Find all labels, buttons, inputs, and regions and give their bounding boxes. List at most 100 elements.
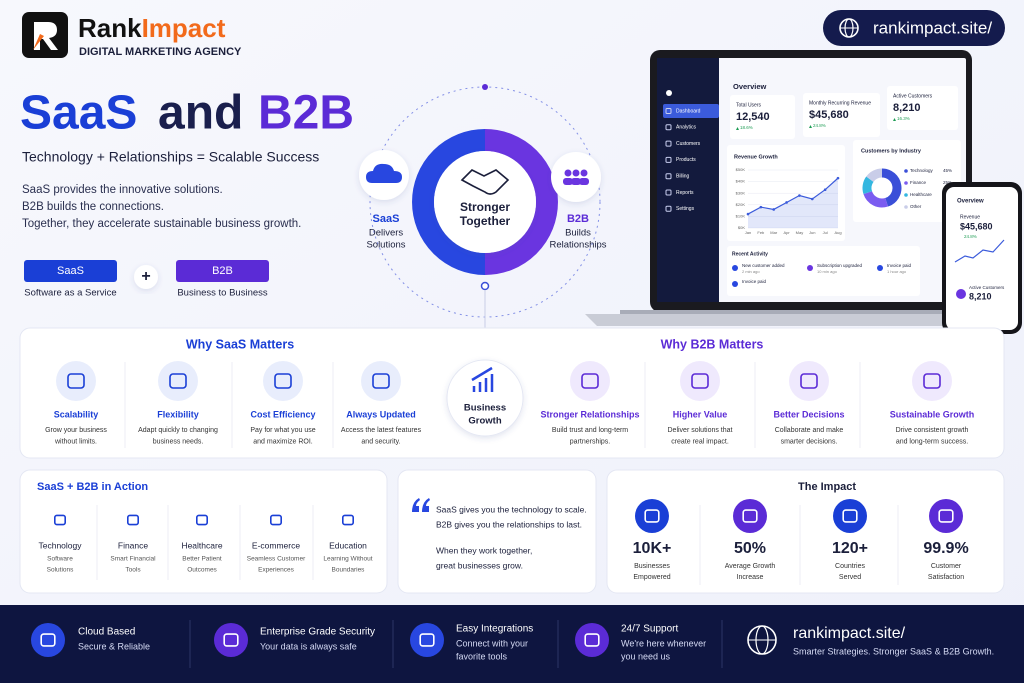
icon-glyph <box>223 633 239 647</box>
people-icon <box>571 178 581 185</box>
icon-glyph <box>691 373 709 389</box>
item-text: Grow your business <box>45 427 107 434</box>
nav-icon <box>665 205 672 212</box>
item-text: and security. <box>361 438 400 445</box>
impact-text: Increase <box>737 574 764 581</box>
y-tick-label: $40K <box>736 179 746 184</box>
url-pill <box>823 10 1005 46</box>
stat-label: Total Users <box>736 102 762 108</box>
icon <box>31 623 65 657</box>
phone-label: Revenue <box>960 214 980 220</box>
icon-glyph <box>269 514 282 526</box>
growth-label: Growth <box>468 416 501 427</box>
logo-accent <box>33 34 44 50</box>
item-text: Learning Without <box>323 556 372 563</box>
icon-glyph <box>800 373 818 389</box>
item-title: Always Updated <box>346 409 416 419</box>
item-text: Adapt quickly to changing <box>138 427 218 434</box>
growth-circle <box>446 359 524 437</box>
icon-glyph <box>169 373 187 389</box>
item-title: Education <box>329 540 367 550</box>
activity-text: Invoice paid <box>742 279 767 284</box>
stat-card <box>887 86 958 130</box>
item-text: create real impact. <box>671 438 729 445</box>
growth-icon <box>471 366 494 392</box>
brand-part: Impact <box>142 13 226 43</box>
icon-glyph <box>341 514 354 526</box>
phone-sparkline <box>954 239 1005 263</box>
hero-title: B2B <box>258 87 354 140</box>
phone-title: Overview <box>957 199 984 205</box>
diagram-center: Stronger <box>460 200 510 214</box>
cloud-icon <box>366 163 402 183</box>
donut-segment <box>866 168 883 183</box>
item-title: Stronger Relationships <box>540 409 639 419</box>
icon-glyph <box>742 509 758 523</box>
item-text: Tools <box>125 567 141 574</box>
footer <box>0 605 1024 683</box>
legend-dot <box>904 169 908 173</box>
nav-icon <box>665 124 672 131</box>
item-text: Software <box>47 556 73 563</box>
footer-url: rankimpact.site/ <box>793 625 906 642</box>
item-title: Flexibility <box>157 409 199 419</box>
activity-text: Subscription upgraded <box>817 263 863 268</box>
activity-icon <box>807 265 813 271</box>
people-icon <box>579 178 589 185</box>
icon-glyph <box>419 633 435 647</box>
feature-text: Secure & Reliable <box>78 641 150 651</box>
donut-segment <box>863 190 889 208</box>
impact-text: Satisfaction <box>928 574 964 581</box>
section-heading: SaaS + B2B in Action <box>37 481 148 493</box>
point <box>823 188 827 192</box>
icon <box>214 623 248 657</box>
item-title: Scalability <box>54 409 99 419</box>
up-arrow <box>736 127 739 130</box>
item-title: Finance <box>118 540 149 550</box>
footer-tagline: Smarter Strategies. Stronger SaaS & B2B … <box>793 646 994 656</box>
badge-caption: Business to Business <box>177 288 268 299</box>
line <box>747 177 839 215</box>
nav-item: Dashboard <box>676 108 701 114</box>
point <box>759 205 763 209</box>
subtitle: Technology + Relationships = Scalable Su… <box>22 149 319 165</box>
point <box>746 212 750 216</box>
people-icon <box>564 169 572 177</box>
feature-text: We're here whenever <box>621 638 706 648</box>
point <box>785 201 788 204</box>
diagram-side-text: Relationships <box>549 240 606 251</box>
icon-glyph <box>923 373 941 389</box>
legend-value: 25% <box>943 180 952 185</box>
icon <box>680 361 720 401</box>
people-icon <box>580 169 588 177</box>
diagram-side-text: Delivers <box>369 228 404 239</box>
badge-caption: Software as a Service <box>24 288 116 299</box>
icon-glyph <box>196 514 209 526</box>
feature-text: Your data is always safe <box>260 641 357 651</box>
icon <box>570 361 610 401</box>
impact-text: Businesses <box>634 563 670 570</box>
ring-saas <box>412 129 486 275</box>
impact-value: 120+ <box>832 540 868 557</box>
legend-label: Other <box>910 204 922 209</box>
icon-glyph <box>938 509 954 523</box>
item-title: Sustainable Growth <box>890 409 975 419</box>
icon <box>158 361 198 401</box>
icon-glyph <box>842 509 858 523</box>
y-tick-label: $30K <box>736 190 746 195</box>
sidebar <box>657 58 719 302</box>
people-icon <box>563 178 573 185</box>
x-tick-label: Jan <box>745 230 751 235</box>
stat-change: 16.3% <box>897 116 910 121</box>
item-title: Technology <box>38 540 82 550</box>
orbit-dot <box>482 84 488 90</box>
legend-dot <box>904 205 908 209</box>
item-text: and maximize ROI. <box>253 438 313 445</box>
item-text: Access the latest features <box>341 427 422 434</box>
item-text: Seamless Customer <box>247 556 306 563</box>
nav-icon <box>665 108 672 114</box>
chart-title: Revenue Growth <box>734 154 778 160</box>
phone-screen <box>946 187 1018 330</box>
item-text: Drive consistent growth <box>896 427 969 434</box>
